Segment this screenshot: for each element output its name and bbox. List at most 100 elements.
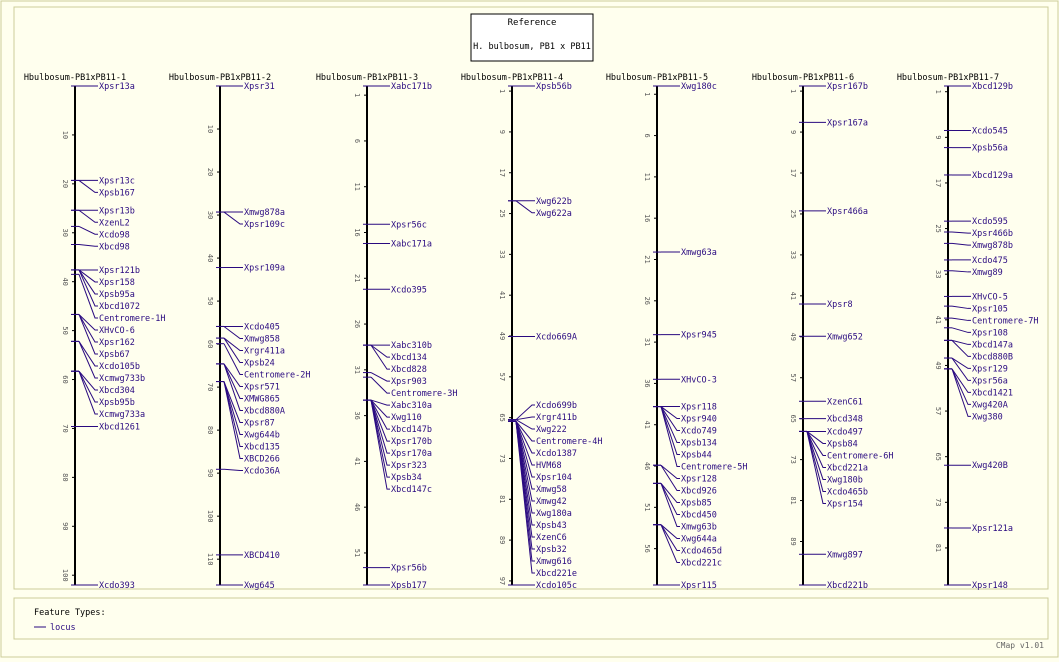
map-title: Hbulbosum-PB1xPB11-4 (461, 73, 563, 83)
feature-connector (660, 524, 680, 564)
feature-connector (515, 420, 535, 454)
feature-label: Xbcd221c (681, 559, 722, 569)
feature-label: Centromere-2H (244, 370, 311, 380)
feature-label: Xpsr162 (99, 338, 135, 348)
feature-connector (370, 399, 390, 454)
scale-tick-label: 21 (353, 274, 361, 282)
feature-label: XzenC61 (827, 397, 863, 407)
feature-label: Xpsr945 (681, 331, 717, 341)
scale-tick-label: 65 (498, 413, 506, 421)
scale-tick-label: 9 (934, 135, 942, 139)
scale-tick-label: 65 (789, 414, 797, 422)
feature-label: Xwg420A (972, 400, 1008, 410)
linkage-map-7: Hbulbosum-PB1xPB11-7 1 9 17 25 33 41 49 57 65 73 81… (897, 73, 1039, 591)
feature-connector (223, 363, 243, 387)
feature-label: Xwg644a (681, 535, 717, 545)
scale-tick-label: 90 (206, 469, 214, 477)
scale-tick-label: 73 (789, 455, 797, 463)
scale-tick-label: 97 (498, 577, 506, 585)
scale-tick-label: 56 (643, 544, 651, 552)
feature-label: Xpsr108 (972, 328, 1008, 338)
feature-connector (660, 524, 680, 552)
feature-label: Xpsr121a (972, 524, 1013, 534)
feature-connector (515, 420, 535, 442)
feature-connector (660, 406, 680, 456)
feature-label: XMWG865 (244, 394, 280, 404)
feature-label: Xpsr104 (536, 473, 572, 483)
feature-connector (951, 327, 971, 333)
scale-tick-label: 41 (789, 292, 797, 300)
feature-label: Xcmwg733a (99, 410, 145, 420)
feature-label: Xmwg897 (827, 550, 863, 560)
scale-tick-label: 1 (498, 89, 506, 93)
feature-connector (660, 406, 680, 468)
feature-label: Xbcd147c (391, 485, 432, 495)
feature-label: Xcdo1387 (536, 449, 577, 459)
feature-label: Xpsr56b (391, 564, 427, 574)
linkage-map-4: Hbulbosum-PB1xPB11-4 1 9 17 25 33 41 49 57 65 73 81… (461, 73, 603, 591)
feature-label: Xcdo393 (99, 581, 135, 591)
feature-label: Xcdo669A (536, 333, 577, 343)
feature-label: Xpsb43 (536, 521, 567, 531)
feature-connector (660, 483, 680, 528)
feature-connector (951, 339, 971, 357)
feature-connector (78, 341, 98, 367)
feature-label: Xpsb44 (681, 451, 712, 461)
reference-box: Reference H. bulbosum, PB1 x PB11 (470, 13, 594, 62)
feature-connector (223, 337, 243, 351)
feature-label: Xcmwg733b (99, 374, 145, 384)
feature-label: Xrgr411a (244, 346, 285, 356)
feature-label: Xmwg878a (244, 208, 285, 218)
feature-label: Xwg180a (536, 509, 572, 519)
feature-connector (223, 381, 243, 459)
feature-label: Centromere-4H (536, 437, 603, 447)
scale-tick-label: 40 (206, 254, 214, 262)
scale-tick-label: 1 (353, 93, 361, 97)
map-title: Hbulbosum-PB1xPB11-1 (24, 73, 126, 83)
scale-tick-label: 33 (498, 250, 506, 258)
feature-connector (78, 341, 98, 379)
scale-tick-label: 49 (498, 332, 506, 340)
scale-tick-label: 25 (789, 210, 797, 218)
scale-tick-label: 65 (934, 452, 942, 460)
feature-label: Xpsb95a (99, 290, 135, 300)
scale-tick-label: 50 (206, 297, 214, 305)
map-title: Hbulbosum-PB1xPB11-5 (606, 73, 708, 83)
feature-label: Xmwg89 (972, 268, 1003, 278)
scale-tick-label: 89 (789, 537, 797, 545)
feature-label: Xbcd221b (827, 581, 868, 591)
feature-label: Xbcd221e (536, 569, 577, 579)
feature-label: XHvCO-6 (99, 326, 135, 336)
feature-connector (951, 231, 971, 234)
scale-tick-label: 25 (934, 224, 942, 232)
feature-label: Xmwg63a (681, 248, 717, 258)
feature-label: Xabc310b (391, 341, 432, 351)
feature-connector (660, 483, 680, 516)
feature-connector (370, 372, 390, 382)
feature-label: Xpsr8 (827, 300, 853, 310)
feature-label: Xbcd147b (391, 425, 432, 435)
feature-label: Xpsb24 (244, 358, 275, 368)
feature-label: Centromere-3H (391, 389, 458, 399)
feature-label: Xpsr118 (681, 403, 717, 413)
feature-label: Xpsr466a (827, 207, 868, 217)
feature-connector (951, 242, 971, 246)
scale-tick-label: 50 (61, 326, 69, 334)
feature-label: Xwg622b (536, 197, 572, 207)
feature-connector (660, 464, 680, 480)
feature-label: Xbcd828 (391, 365, 427, 375)
feature-connector (370, 344, 390, 370)
feature-connector (223, 211, 243, 225)
feature-connector (370, 399, 390, 490)
feature-label: Xwg222 (536, 425, 567, 435)
feature-connector (951, 339, 971, 345)
feature-label: Xpsr158 (99, 278, 135, 288)
feature-connector (951, 270, 971, 273)
scale-tick-label: 41 (353, 457, 361, 465)
feature-connector (223, 337, 243, 363)
feature-label: Xbcd221a (827, 463, 868, 473)
feature-label: Xwg380 (972, 412, 1003, 422)
feature-label: Xcdo105c (536, 581, 577, 591)
scale-tick-label: 51 (643, 503, 651, 511)
